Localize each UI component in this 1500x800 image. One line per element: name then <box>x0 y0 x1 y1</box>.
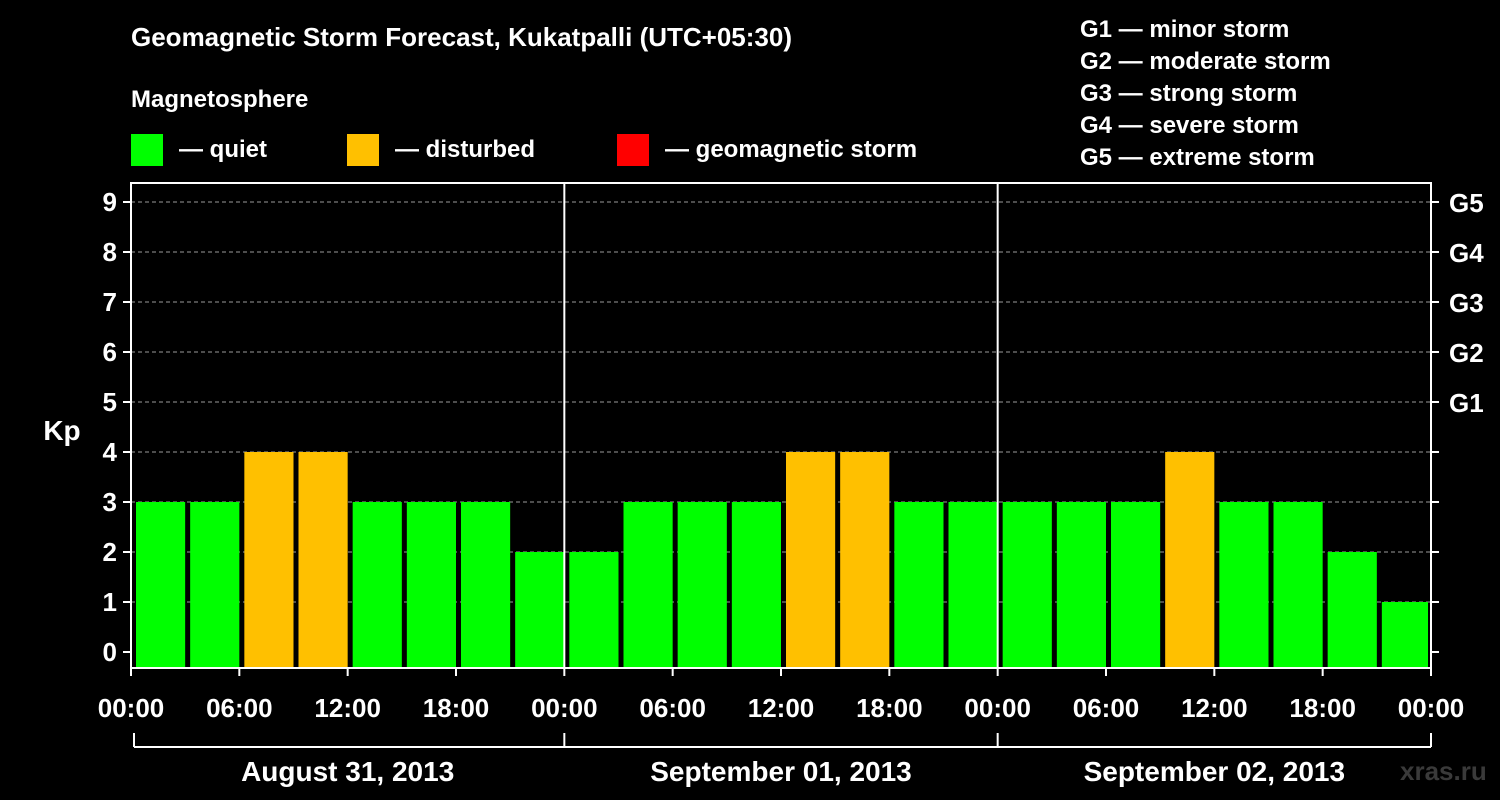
kp-bar <box>786 452 836 668</box>
g-scale-list: G1 — minor storm G2 — moderate storm G3 … <box>1080 14 1331 174</box>
x-tick-label: 00:00 <box>1398 693 1465 723</box>
kp-bar <box>1381 602 1428 668</box>
x-tick-label: 12:00 <box>1181 693 1248 723</box>
legend-heading: Magnetosphere <box>131 86 309 113</box>
kp-bar <box>1165 452 1215 668</box>
legend-label-storm: — geomagnetic storm <box>665 136 918 163</box>
y-tick-label: 2 <box>103 537 117 567</box>
kp-bar <box>1327 552 1377 668</box>
legend-item-quiet: — quiet <box>131 134 267 166</box>
chart-title: Geomagnetic Storm Forecast, Kukatpalli (… <box>131 22 793 52</box>
legend-item-storm: — geomagnetic storm <box>617 134 917 166</box>
g-scale-item-g2: G2 — moderate storm <box>1080 48 1331 75</box>
kp-bar <box>136 502 186 668</box>
kp-bar <box>894 502 944 668</box>
kp-bar <box>1002 502 1052 668</box>
day-label: September 01, 2013 <box>650 756 912 787</box>
day-label: September 02, 2013 <box>1084 756 1346 787</box>
x-tick-label: 12:00 <box>314 693 381 723</box>
kp-bar <box>515 552 565 668</box>
kp-bar <box>1273 502 1323 668</box>
kp-bar <box>461 502 511 668</box>
kp-bar <box>840 452 890 668</box>
kp-bar <box>406 502 456 668</box>
x-tick-label: 00:00 <box>964 693 1031 723</box>
kp-bar <box>731 502 781 668</box>
y-tick-label: 7 <box>103 287 117 317</box>
kp-bar <box>1056 502 1106 668</box>
g-scale-item-g5: G5 — extreme storm <box>1080 144 1315 171</box>
kp-bar <box>244 452 294 668</box>
x-tick-label: 18:00 <box>1289 693 1356 723</box>
y-tick-label: 6 <box>103 337 117 367</box>
y-tick-label: 3 <box>103 487 117 517</box>
legend-swatch-quiet <box>131 134 163 166</box>
y-tick-label: 0 <box>103 637 117 667</box>
y-tick-label: 8 <box>103 237 117 267</box>
x-tick-label: 00:00 <box>531 693 598 723</box>
y-axis-label: Kp <box>43 415 80 446</box>
x-tick-label: 12:00 <box>748 693 815 723</box>
x-tick-label: 00:00 <box>98 693 165 723</box>
g-level-label: G3 <box>1449 288 1484 318</box>
kp-bar <box>190 502 240 668</box>
kp-bar <box>298 452 348 668</box>
legend-swatch-disturbed <box>347 134 379 166</box>
y-tick-label: 1 <box>103 587 117 617</box>
x-tick-label: 18:00 <box>856 693 923 723</box>
kp-bar <box>623 502 673 668</box>
g-level-label: G5 <box>1449 188 1484 218</box>
x-tick-label: 06:00 <box>639 693 706 723</box>
kp-bar <box>569 552 619 668</box>
y-tick-label: 9 <box>103 187 117 217</box>
y-tick-label: 4 <box>103 437 118 467</box>
kp-bar <box>677 502 727 668</box>
x-tick-label: 18:00 <box>423 693 490 723</box>
x-tick-label: 06:00 <box>206 693 273 723</box>
g-scale-item-g4: G4 — severe storm <box>1080 112 1299 139</box>
g-scale-item-g3: G3 — strong storm <box>1080 80 1298 107</box>
x-tick-label: 06:00 <box>1073 693 1140 723</box>
kp-bar <box>1219 502 1269 668</box>
legend-item-disturbed: — disturbed <box>347 134 535 166</box>
kp-bar <box>352 502 402 668</box>
day-label: August 31, 2013 <box>241 756 454 787</box>
legend-label-disturbed: — disturbed <box>395 136 536 163</box>
legend-swatch-storm <box>617 134 649 166</box>
y-tick-label: 5 <box>103 387 117 417</box>
g-scale-item-g1: G1 — minor storm <box>1080 16 1290 43</box>
legend-label-quiet: — quiet <box>179 136 267 163</box>
kp-bar <box>948 502 998 668</box>
kp-bar <box>1111 502 1161 668</box>
g-level-label: G1 <box>1449 388 1484 418</box>
g-level-label: G4 <box>1449 238 1484 268</box>
g-level-label: G2 <box>1449 338 1484 368</box>
watermark: xras.ru <box>1400 756 1487 786</box>
